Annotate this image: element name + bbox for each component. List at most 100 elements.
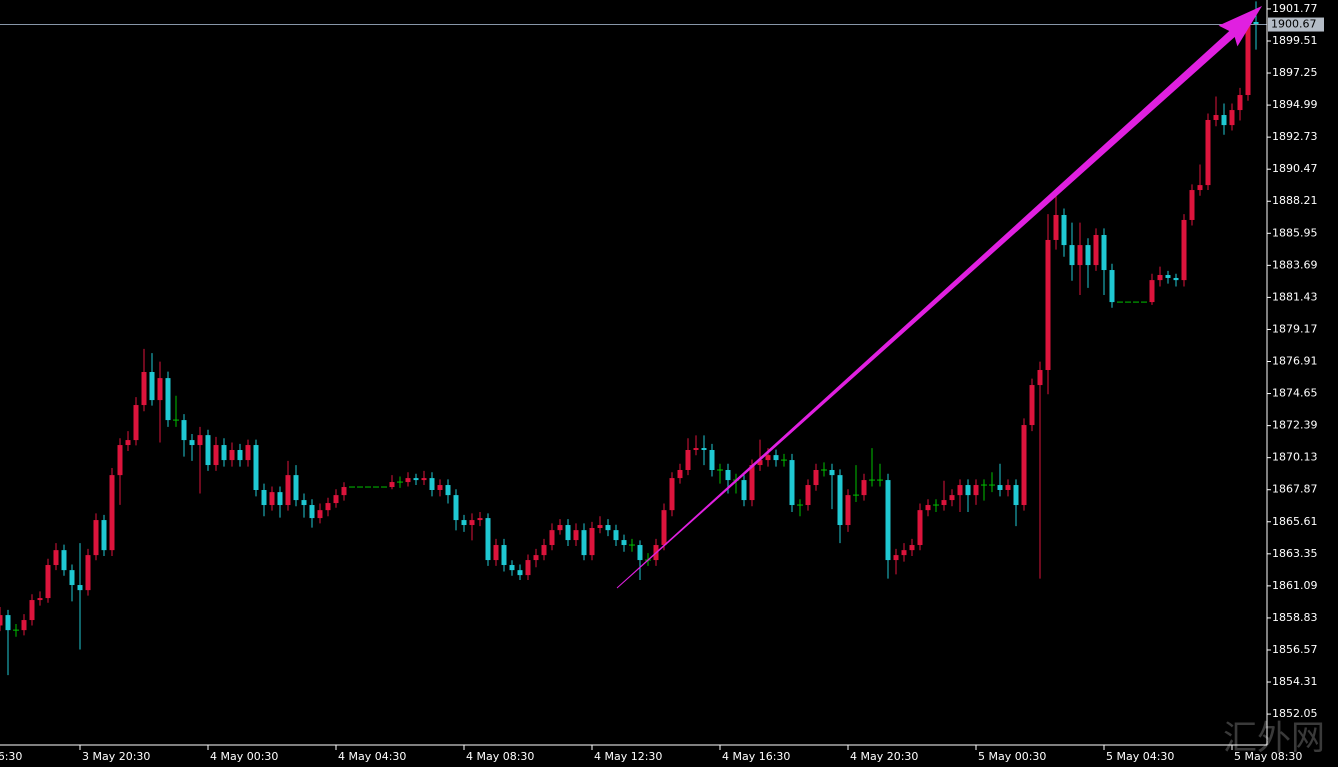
y-tick-label: 1874.65 — [1272, 387, 1318, 400]
candle-body — [149, 372, 155, 401]
candle-body — [269, 492, 275, 506]
candle-body — [285, 475, 291, 506]
candle-body — [125, 440, 131, 446]
y-tick-label: 1881.43 — [1272, 290, 1318, 303]
y-tick-label: 1856.57 — [1272, 643, 1318, 656]
candle-body — [749, 465, 755, 501]
x-tick-label: 4 May 16:30 — [722, 750, 790, 763]
candle-body — [909, 545, 915, 551]
candle-body — [117, 445, 123, 476]
candle-body — [253, 445, 259, 491]
candle-body — [1077, 245, 1083, 266]
candle-body — [1237, 95, 1243, 111]
candle-body — [221, 445, 227, 461]
candle-body — [205, 435, 211, 466]
candle-body — [469, 520, 475, 526]
y-tick-label: 1899.51 — [1272, 34, 1318, 47]
candle-body — [773, 455, 779, 461]
candle-body — [509, 565, 515, 571]
candle-body — [621, 540, 627, 546]
candle-body — [421, 478, 427, 481]
candle-body — [517, 570, 523, 576]
candle-body — [53, 550, 59, 566]
y-tick-label: 1883.69 — [1272, 258, 1318, 271]
y-tick-label: 1894.99 — [1272, 98, 1318, 111]
y-tick-label: 1890.47 — [1272, 162, 1318, 175]
candle-body — [501, 545, 507, 566]
y-tick-label: 1872.39 — [1272, 419, 1318, 432]
candle-body — [29, 600, 35, 621]
candle-body — [1189, 190, 1195, 220]
candle-body — [1053, 215, 1059, 240]
candle-body — [861, 480, 867, 496]
candle-body — [77, 585, 83, 591]
y-tick-label: 1879.17 — [1272, 322, 1318, 335]
candle-body — [693, 448, 699, 451]
y-tick-label: 1867.87 — [1272, 483, 1318, 496]
candle-body — [461, 520, 467, 526]
candle-body — [597, 525, 603, 529]
candle-body — [93, 520, 99, 556]
x-tick-label: 4 May 04:30 — [338, 750, 406, 763]
candle-body — [1197, 185, 1203, 191]
candle-body — [613, 530, 619, 541]
candle-body — [309, 505, 315, 519]
x-tick-label: 5 May 08:30 — [1234, 750, 1302, 763]
candle-body — [589, 528, 595, 556]
candle-body — [1013, 485, 1019, 506]
candle-body — [453, 495, 459, 521]
x-tick-label: 4 May 00:30 — [210, 750, 278, 763]
candle-body — [493, 545, 499, 561]
candle-body — [677, 470, 683, 479]
candle-body — [901, 550, 907, 556]
y-tick-label: 1858.83 — [1272, 611, 1318, 624]
candle-body — [165, 378, 171, 421]
candle-body — [845, 495, 851, 526]
candle-body — [1061, 215, 1067, 246]
candle-body — [37, 598, 43, 601]
candle-body — [1253, 21, 1259, 25]
y-tick-label: 1888.21 — [1272, 194, 1318, 207]
candle-body — [1085, 245, 1091, 266]
candle-body — [189, 440, 195, 446]
candle-body — [5, 615, 11, 631]
candle-body — [237, 450, 243, 461]
candle-body — [725, 470, 731, 481]
candle-body — [69, 570, 75, 586]
candle-body — [245, 445, 251, 461]
candle-body — [85, 555, 91, 591]
candle-body — [917, 510, 923, 546]
candle-body — [669, 478, 675, 511]
candle-body — [525, 560, 531, 576]
candle-body — [813, 470, 819, 486]
candle-body — [549, 530, 555, 546]
candle-body — [181, 420, 187, 441]
candle-body — [293, 475, 299, 501]
watermark: 汇外网 — [1223, 719, 1325, 759]
y-tick-label: 1870.13 — [1272, 451, 1318, 464]
candle-body — [709, 450, 715, 471]
candle-body — [885, 480, 891, 561]
candle-body — [789, 460, 795, 506]
candle-body — [405, 478, 411, 483]
candle-body — [1229, 110, 1235, 126]
candle-body — [213, 445, 219, 466]
candle-body — [581, 530, 587, 556]
candle-body — [949, 495, 955, 501]
candle-body — [1213, 115, 1219, 120]
candle-body — [541, 545, 547, 556]
y-tick-label: 1852.05 — [1272, 707, 1318, 720]
candle-body — [197, 435, 203, 446]
candle-body — [965, 485, 971, 496]
candle-body — [389, 482, 395, 488]
candle-body — [317, 510, 323, 519]
candle-body — [1245, 21, 1251, 96]
candle-body — [485, 518, 491, 561]
candle-body — [477, 518, 483, 521]
candle-body — [1173, 277, 1179, 281]
candle-body — [557, 525, 563, 531]
candle-body — [1221, 115, 1227, 126]
y-tick-label: 1876.91 — [1272, 355, 1318, 368]
